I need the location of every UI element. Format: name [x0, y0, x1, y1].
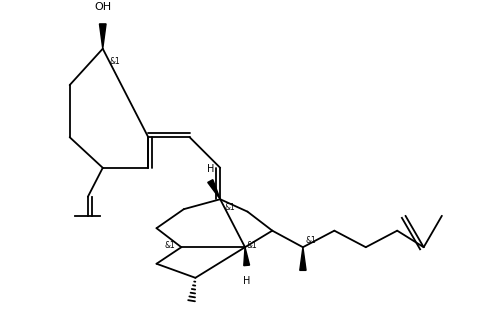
Polygon shape: [244, 247, 249, 266]
Text: &1: &1: [305, 236, 316, 245]
Text: H: H: [243, 276, 250, 286]
Text: &1: &1: [224, 203, 235, 212]
Text: &1: &1: [109, 57, 120, 65]
Text: &1: &1: [165, 241, 176, 250]
Text: H: H: [206, 164, 214, 174]
Text: &1: &1: [247, 241, 257, 250]
Polygon shape: [99, 24, 106, 49]
Polygon shape: [300, 247, 306, 270]
Text: OH: OH: [94, 2, 111, 12]
Polygon shape: [208, 179, 220, 199]
